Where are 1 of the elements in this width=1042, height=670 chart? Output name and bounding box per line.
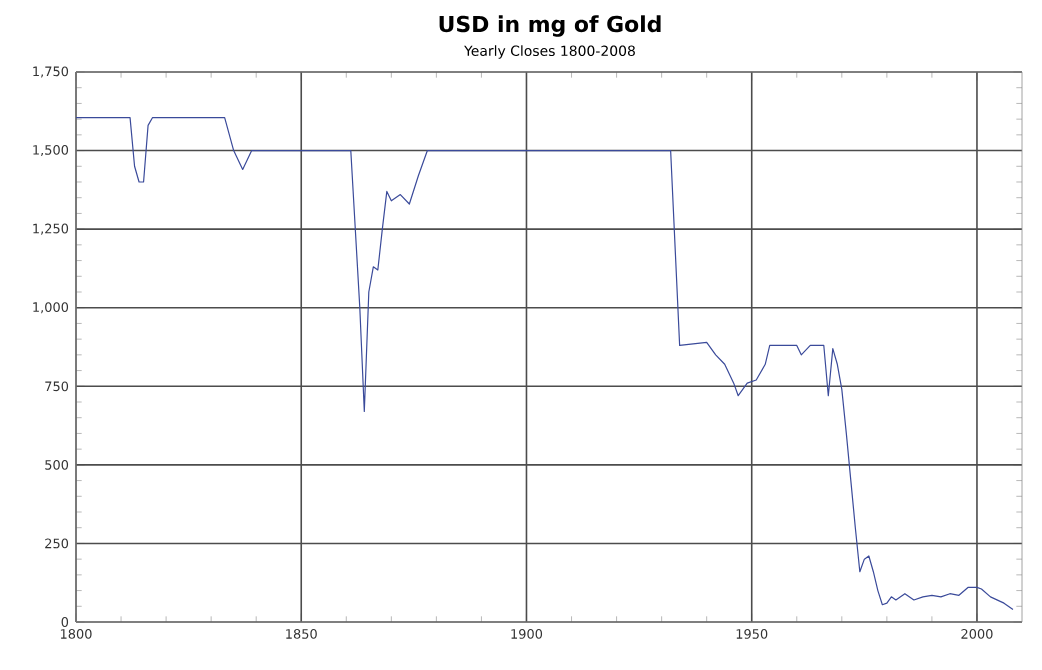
chart-title: USD in mg of Gold (439, 15, 661, 37)
